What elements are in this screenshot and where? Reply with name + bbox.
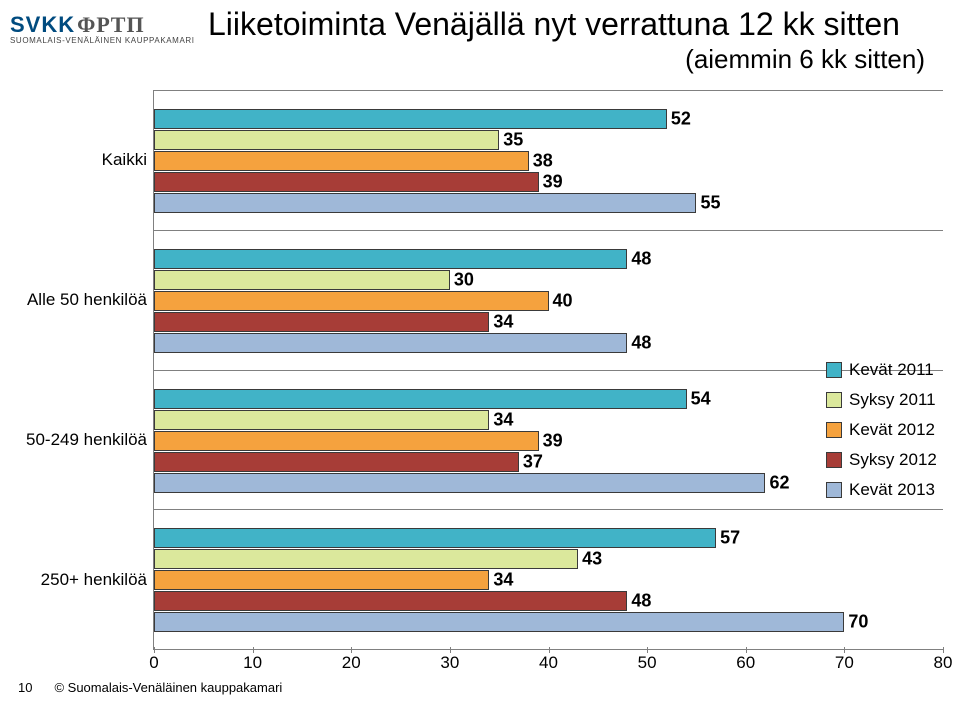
bar: 43 bbox=[154, 549, 578, 569]
logo-subtitle: SUOMALAIS-VENÄLÄINEN KAUPPAKAMARI bbox=[10, 36, 195, 45]
x-tick: 80 bbox=[934, 653, 953, 673]
bar: 34 bbox=[154, 410, 489, 430]
legend-item: Syksy 2012 bbox=[826, 450, 941, 470]
y-axis-labels: Kaikki Alle 50 henkilöä 50-249 henkilöä 250… bbox=[18, 90, 153, 650]
bar: 40 bbox=[154, 291, 549, 311]
legend-swatch bbox=[826, 392, 842, 408]
bar: 38 bbox=[154, 151, 529, 171]
category-label: 250+ henkilöä bbox=[41, 570, 147, 590]
category-label: Kaikki bbox=[102, 150, 147, 170]
x-tick-mark bbox=[253, 647, 254, 653]
plot-area: 5235383955483040344854343937625743344870… bbox=[153, 90, 943, 650]
legend-label: Syksy 2011 bbox=[849, 390, 936, 410]
bar: 30 bbox=[154, 270, 450, 290]
bar-value: 38 bbox=[533, 151, 553, 172]
bar-value: 30 bbox=[454, 269, 474, 290]
bar-value: 39 bbox=[543, 172, 563, 193]
category-label: 50-249 henkilöä bbox=[26, 430, 147, 450]
bar: 48 bbox=[154, 591, 627, 611]
bar-value: 57 bbox=[720, 528, 740, 549]
x-tick: 40 bbox=[539, 653, 558, 673]
legend-item: Kevät 2011 bbox=[826, 360, 941, 380]
category-label: Alle 50 henkilöä bbox=[27, 290, 147, 310]
bar: 34 bbox=[154, 570, 489, 590]
bar: 57 bbox=[154, 528, 716, 548]
bar-value: 35 bbox=[503, 130, 523, 151]
copyright: © Suomalais-Venäläinen kauppakamari bbox=[54, 680, 282, 695]
x-tick-mark bbox=[746, 647, 747, 653]
legend-label: Kevät 2011 bbox=[849, 360, 934, 380]
x-axis: 01020304050607080 bbox=[154, 653, 943, 673]
bar-value: 34 bbox=[493, 409, 513, 430]
x-tick-mark bbox=[943, 647, 944, 653]
logo-main: SVKK bbox=[10, 12, 75, 38]
legend-swatch bbox=[826, 482, 842, 498]
bar-value: 34 bbox=[493, 311, 513, 332]
bar: 52 bbox=[154, 109, 667, 129]
legend-swatch bbox=[826, 362, 842, 378]
x-tick: 50 bbox=[638, 653, 657, 673]
bar-value: 70 bbox=[848, 612, 868, 633]
bar-value: 39 bbox=[543, 430, 563, 451]
x-tick-mark bbox=[154, 647, 155, 653]
x-tick: 10 bbox=[243, 653, 262, 673]
x-tick: 0 bbox=[149, 653, 158, 673]
x-tick: 20 bbox=[342, 653, 361, 673]
footer: 10 © Suomalais-Venäläinen kauppakamari bbox=[18, 680, 282, 695]
chart-group: 5235383955 bbox=[154, 90, 943, 231]
legend-swatch bbox=[826, 452, 842, 468]
x-tick-mark bbox=[351, 647, 352, 653]
legend-label: Kevät 2012 bbox=[849, 420, 935, 440]
chart-group: 5743344870 bbox=[154, 509, 943, 650]
logo-text: SVKK ΦΡΤΠ bbox=[10, 12, 195, 38]
bar: 35 bbox=[154, 130, 499, 150]
bar: 48 bbox=[154, 333, 627, 353]
bar: 54 bbox=[154, 389, 687, 409]
chart-group: 5434393762 bbox=[154, 370, 943, 511]
x-tick-mark bbox=[450, 647, 451, 653]
bar-value: 62 bbox=[769, 472, 789, 493]
x-tick: 70 bbox=[835, 653, 854, 673]
bar-value: 48 bbox=[631, 248, 651, 269]
bar-value: 40 bbox=[553, 290, 573, 311]
bar: 55 bbox=[154, 193, 696, 213]
bar: 34 bbox=[154, 312, 489, 332]
bar: 39 bbox=[154, 172, 539, 192]
bar-value: 55 bbox=[700, 193, 720, 214]
page-title: Liiketoiminta Venäjällä nyt verrattuna 1… bbox=[208, 6, 943, 43]
bar: 39 bbox=[154, 431, 539, 451]
legend-item: Kevät 2013 bbox=[826, 480, 941, 500]
bar-value: 43 bbox=[582, 549, 602, 570]
bar-value: 34 bbox=[493, 570, 513, 591]
x-tick-mark bbox=[549, 647, 550, 653]
bar-value: 48 bbox=[631, 332, 651, 353]
bar-value: 48 bbox=[631, 591, 651, 612]
x-tick-mark bbox=[647, 647, 648, 653]
legend-label: Syksy 2012 bbox=[849, 450, 937, 470]
bar-value: 52 bbox=[671, 109, 691, 130]
bar: 62 bbox=[154, 473, 765, 493]
legend-item: Kevät 2012 bbox=[826, 420, 941, 440]
logo: SVKK ΦΡΤΠ SUOMALAIS-VENÄLÄINEN KAUPPAKAM… bbox=[10, 12, 195, 45]
chart-group: 4830403448 bbox=[154, 230, 943, 371]
page-number: 10 bbox=[18, 680, 32, 695]
legend-item: Syksy 2011 bbox=[826, 390, 941, 410]
bar-value: 37 bbox=[523, 451, 543, 472]
bar-value: 54 bbox=[691, 388, 711, 409]
legend-label: Kevät 2013 bbox=[849, 480, 935, 500]
bar: 48 bbox=[154, 249, 627, 269]
logo-suffix: ΦΡΤΠ bbox=[77, 12, 144, 38]
bar: 70 bbox=[154, 612, 844, 632]
legend: Kevät 2011 Syksy 2011 Kevät 2012 Syksy 2012… bbox=[826, 350, 941, 510]
x-tick-mark bbox=[844, 647, 845, 653]
legend-swatch bbox=[826, 422, 842, 438]
page-subtitle: (aiemmin 6 kk sitten) bbox=[685, 44, 925, 75]
chart: Kaikki Alle 50 henkilöä 50-249 henkilöä 250… bbox=[18, 90, 943, 650]
bar: 37 bbox=[154, 452, 519, 472]
x-tick: 60 bbox=[736, 653, 755, 673]
x-tick: 30 bbox=[440, 653, 459, 673]
